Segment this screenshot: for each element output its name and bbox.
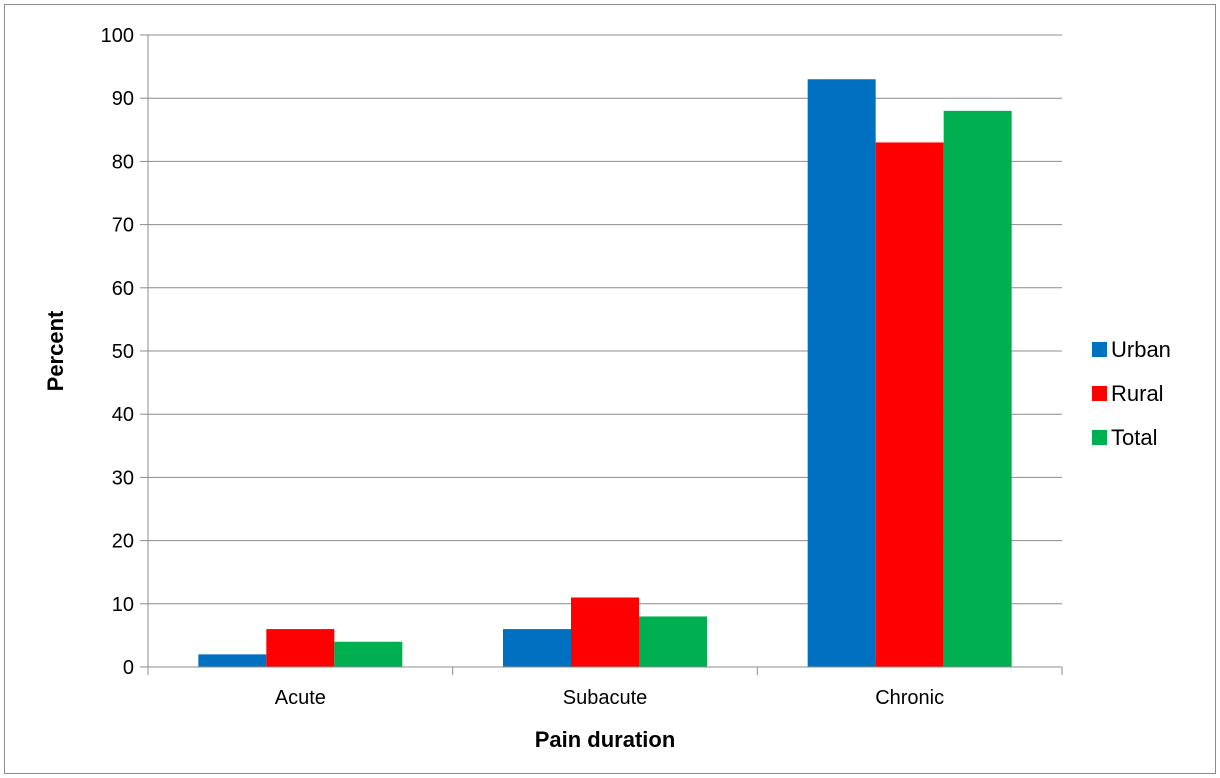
y-tick-label: 10 (112, 594, 134, 616)
y-tick-label: 80 (112, 151, 134, 173)
x-tick-labels: Acute Subacute Chronic (275, 687, 944, 709)
y-tick-label: 50 (112, 341, 134, 363)
legend-swatch-urban (1092, 342, 1107, 357)
x-axis-title: Pain duration (535, 727, 676, 752)
legend-label-total: Total (1111, 425, 1157, 450)
y-tick-labels: 0 10 20 30 40 50 60 70 80 90 100 (101, 25, 134, 679)
y-tick-label: 40 (112, 404, 134, 426)
legend-label-rural: Rural (1111, 381, 1164, 406)
legend-label-urban: Urban (1111, 337, 1171, 362)
y-axis-title: Percent (43, 310, 68, 391)
y-tick-label: 60 (112, 278, 134, 300)
legend-swatch-total (1092, 430, 1107, 445)
bars (198, 79, 1012, 668)
bar-total-subacute (639, 616, 707, 667)
legend: Urban Rural Total (1092, 337, 1171, 450)
bar-total-chronic (943, 110, 1012, 668)
x-tick-label: Chronic (875, 687, 944, 709)
axes (140, 34, 1063, 675)
bar-rural-chronic (875, 142, 944, 667)
y-tick-label: 100 (101, 25, 134, 47)
x-tick-label: Acute (275, 687, 326, 709)
bar-rural-subacute (571, 597, 639, 667)
bar-urban-chronic (807, 79, 876, 668)
y-tick-label: 0 (123, 657, 134, 679)
bar-total-acute (334, 641, 403, 667)
y-tick-label: 30 (112, 467, 134, 489)
bar-rural-acute (266, 629, 335, 667)
y-tick-label: 20 (112, 531, 134, 553)
bar-urban-acute (198, 654, 267, 667)
x-tick-label: Subacute (563, 687, 648, 709)
y-tick-label: 70 (112, 215, 134, 237)
legend-swatch-rural (1092, 386, 1107, 401)
y-tick-label: 90 (112, 88, 134, 110)
bar-urban-subacute (503, 629, 571, 667)
